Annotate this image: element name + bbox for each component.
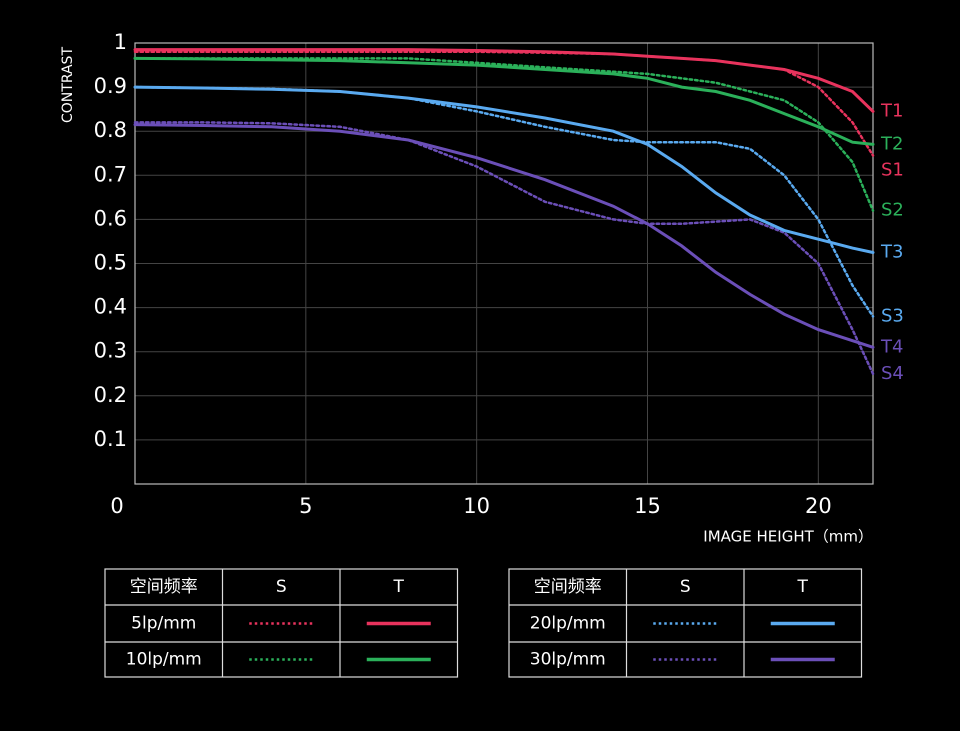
- series-end-label: S4: [881, 363, 904, 384]
- series-end-label: T2: [880, 133, 903, 154]
- series-line: [133, 56, 875, 146]
- series-line: [133, 57, 875, 212]
- legend-row-label: 20lp/mm: [530, 614, 606, 634]
- x-tick-label: 20: [805, 494, 832, 518]
- series-line: [133, 123, 875, 349]
- x-axis-label: IMAGE HEIGHT（mm）: [703, 528, 873, 546]
- series-end-label: T1: [880, 100, 903, 121]
- legend-column: T: [393, 577, 405, 597]
- legend-column: S: [680, 577, 691, 597]
- y-tick-label: 0.8: [94, 118, 127, 142]
- series-line: [133, 121, 875, 376]
- y-tick-label: 1: [114, 30, 127, 54]
- series-end-label: S2: [881, 200, 904, 221]
- series-line: [133, 48, 875, 113]
- series-end-label: T4: [880, 336, 903, 357]
- legend-row-label: 10lp/mm: [126, 650, 202, 670]
- legend-row-label: 5lp/mm: [131, 614, 196, 634]
- x-tick-label: 0: [110, 494, 123, 518]
- x-tick-label: 15: [634, 494, 661, 518]
- y-tick-label: 0.3: [94, 339, 127, 363]
- legend-header: 空间频率: [534, 577, 602, 597]
- y-tick-label: 0.9: [94, 74, 127, 98]
- x-tick-label: 10: [463, 494, 490, 518]
- series-line: [133, 85, 875, 254]
- legend-header: 空间频率: [130, 577, 198, 597]
- plot-frame: [134, 42, 874, 485]
- legend-table: [508, 568, 863, 678]
- series-end-label: S3: [881, 305, 904, 326]
- series-end-label: T3: [880, 241, 903, 262]
- legend-column: S: [276, 577, 287, 597]
- y-tick-label: 0.5: [94, 251, 127, 275]
- x-tick-label: 5: [299, 494, 312, 518]
- y-tick-label: 0.6: [94, 206, 127, 230]
- legend-column: T: [797, 577, 809, 597]
- legend-table: [104, 568, 459, 678]
- y-tick-label: 0.1: [94, 427, 127, 451]
- series-end-label: S1: [881, 159, 904, 180]
- y-axis-label: CONTRAST: [60, 47, 76, 123]
- y-tick-label: 0.4: [94, 295, 127, 319]
- y-tick-label: 0.2: [94, 383, 127, 407]
- y-tick-label: 0.7: [94, 162, 127, 186]
- legend-row-label: 30lp/mm: [530, 650, 606, 670]
